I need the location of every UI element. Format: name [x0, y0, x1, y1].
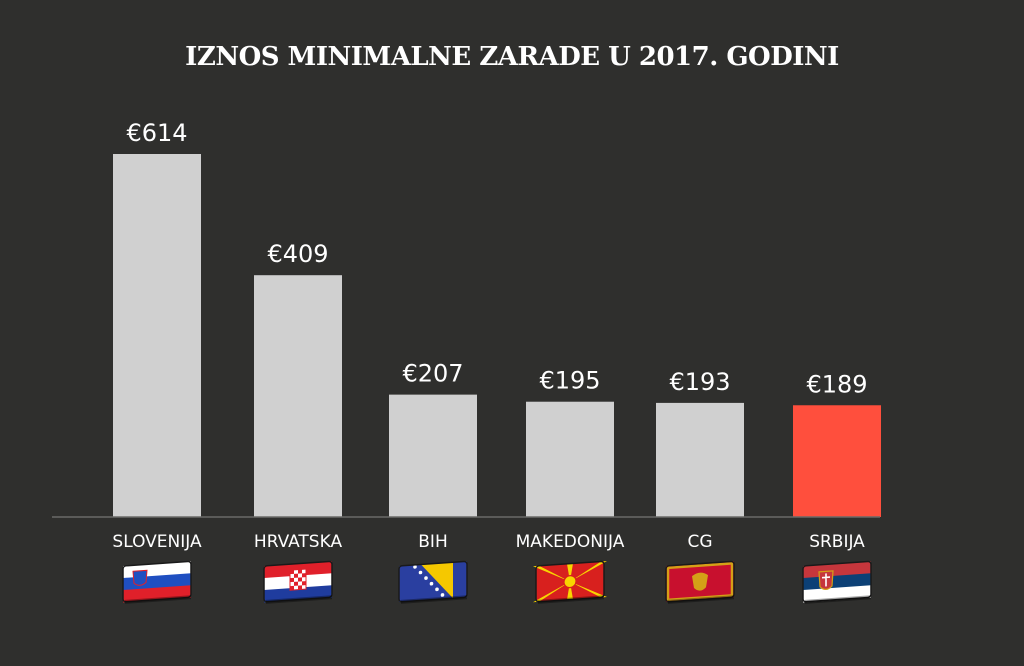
- bar-slovenija: [113, 154, 201, 517]
- value-label-cg: €193: [669, 368, 730, 396]
- category-label-cg: CG: [687, 532, 712, 552]
- value-label-srbija: €189: [806, 370, 867, 398]
- value-label-hrvatska: €409: [267, 240, 328, 268]
- category-label-bih: BIH: [418, 532, 447, 552]
- category-label-srbija: SRBIJA: [809, 532, 865, 552]
- value-label-bih: €207: [402, 360, 463, 388]
- croatia-flag-icon: [263, 560, 333, 604]
- bosnia-flag-icon: [398, 560, 468, 604]
- macedonia-flag-icon: [533, 560, 607, 604]
- category-label-hrvatska: HRVATSKA: [254, 532, 343, 552]
- value-label-makedonija: €195: [539, 367, 600, 395]
- bar-makedonija: [526, 401, 614, 517]
- serbia-flag-icon: [802, 560, 872, 604]
- bar-cg: [656, 402, 744, 517]
- slovenia-flag-icon: [122, 560, 192, 604]
- category-label-makedonija: MAKEDONIJA: [516, 532, 625, 552]
- bar-hrvatska: [254, 275, 342, 517]
- chart-title: IZNOS MINIMALNE ZARADE U 2017. GODINI: [185, 42, 839, 72]
- bar-bih: [389, 394, 477, 517]
- value-label-slovenija: €614: [126, 119, 187, 147]
- montenegro-flag-icon: [665, 560, 735, 604]
- bar-srbija: [793, 405, 881, 517]
- category-label-slovenija: SLOVENIJA: [112, 532, 202, 552]
